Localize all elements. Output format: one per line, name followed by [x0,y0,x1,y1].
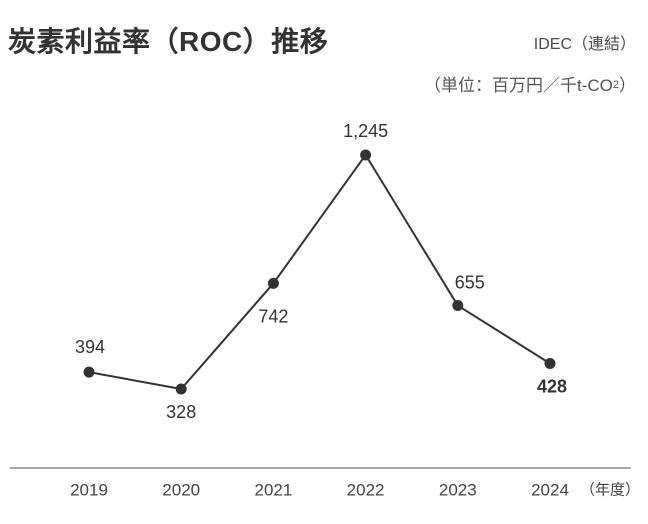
x-axis-unit-note: （年度） [580,482,640,499]
company-label: IDEC（連結） [533,36,636,53]
data-label-2021: 742 [258,306,288,326]
x-tick-label-2019: 2019 [70,481,108,500]
data-point-2023 [452,300,464,312]
x-tick-label-2022: 2022 [347,481,385,500]
unit-text-prefix: （単位：百万円／千t-CO [423,76,613,95]
data-label-2022: 1,245 [343,121,388,141]
data-label-2023: 655 [455,273,485,293]
unit-co2-subscript: 2 [612,79,619,91]
data-label-2019: 394 [75,337,105,357]
data-label-2020: 328 [166,402,196,422]
x-tick-label-2024: 2024 [531,481,569,500]
unit-label: （単位：百万円／千t-CO2） [424,74,636,97]
x-tick-label-2020: 2020 [162,481,200,500]
data-point-2019 [83,366,95,378]
data-point-2021 [267,277,279,289]
x-tick-label-2021: 2021 [254,481,292,500]
series-line [88,153,551,390]
header-right: IDEC（連結） （単位：百万円／千t-CO2） [424,35,636,97]
data-point-2024 [544,357,556,369]
data-point-2022 [360,149,372,161]
unit-text-suffix: ） [619,76,636,95]
data-label-2024: 428 [537,376,567,396]
data-point-2020 [175,383,187,395]
x-tick-label-2023: 2023 [439,481,477,500]
page-title: 炭素利益率（ROC）推移 [8,26,329,57]
